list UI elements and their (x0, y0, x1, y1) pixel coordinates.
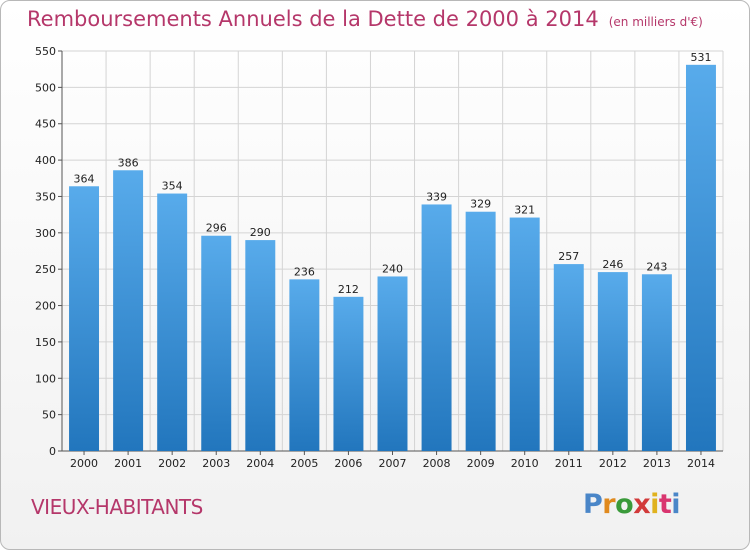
bar (509, 217, 540, 451)
x-tick-label: 2003 (202, 457, 230, 470)
data-label: 236 (294, 265, 315, 278)
x-tick-label: 2010 (511, 457, 539, 470)
proxiti-logo: Proxiti (583, 489, 681, 520)
data-label: 321 (514, 204, 535, 217)
y-tick-label: 550 (35, 45, 56, 58)
y-tick-label: 50 (42, 409, 56, 422)
data-label: 339 (426, 190, 447, 203)
bar (201, 235, 232, 451)
labels: 364 2000 386 2001 354 2002 296 2003 290 2004 236 20… (70, 51, 715, 470)
x-tick-label: 2006 (334, 457, 362, 470)
x-tick-label: 2009 (467, 457, 495, 470)
bar (289, 279, 320, 451)
data-label: 531 (690, 51, 711, 64)
y-tick-label: 150 (35, 336, 56, 349)
logo-letter: i (650, 489, 659, 520)
logo-letter: x (633, 489, 651, 520)
data-label: 364 (74, 172, 95, 185)
bar (333, 296, 364, 451)
data-label: 243 (646, 260, 667, 273)
data-label: 354 (162, 180, 183, 193)
x-tick-label: 2012 (599, 457, 627, 470)
logo-letter: i (671, 489, 681, 520)
x-tick-label: 2014 (687, 457, 715, 470)
bar (377, 276, 408, 451)
bar (465, 211, 496, 451)
y-tick-label: 450 (35, 118, 56, 131)
bar (685, 64, 716, 451)
y-tick-label: 100 (35, 372, 56, 385)
bars (69, 64, 716, 452)
bar (69, 186, 100, 452)
bar (157, 193, 188, 451)
y-tick-label: 250 (35, 263, 56, 276)
logo-letter: t (658, 489, 672, 520)
x-tick-label: 2000 (70, 457, 98, 470)
y-tick-label: 500 (35, 81, 56, 94)
chart-title-main: Remboursements Annuels de la Dette de 20… (27, 7, 599, 31)
y-tick-label: 400 (35, 154, 56, 167)
commune-name: VIEUX-HABITANTS (31, 495, 203, 519)
y-tick-label: 350 (35, 190, 56, 203)
x-tick-label: 2011 (555, 457, 583, 470)
x-tick-label: 2004 (246, 457, 274, 470)
y-tick-label: 300 (35, 227, 56, 240)
data-label: 246 (602, 258, 623, 271)
y-tick-label: 0 (49, 445, 56, 458)
data-label: 329 (470, 198, 491, 211)
y-tick-label: 200 (35, 300, 56, 313)
logo-letter: o (615, 489, 634, 520)
bar (245, 240, 276, 451)
x-tick-label: 2002 (158, 457, 186, 470)
data-label: 386 (118, 156, 139, 169)
data-label: 257 (558, 250, 579, 263)
chart-subtitle: (en milliers d'€) (608, 15, 703, 29)
data-label: 240 (382, 262, 403, 275)
bar (553, 264, 584, 451)
data-label: 290 (250, 226, 271, 239)
logo-letter: P (583, 489, 603, 520)
x-tick-label: 2005 (290, 457, 318, 470)
x-tick-label: 2008 (423, 457, 451, 470)
chart-title: Remboursements Annuels de la Dette de 20… (27, 7, 703, 31)
data-label: 212 (338, 283, 359, 296)
logo-letter: r (602, 489, 616, 520)
bar (113, 170, 144, 452)
bar (597, 272, 628, 451)
x-tick-label: 2007 (379, 457, 407, 470)
x-tick-label: 2001 (114, 457, 142, 470)
data-label: 296 (206, 222, 227, 235)
bar (421, 204, 452, 451)
x-tick-label: 2013 (643, 457, 671, 470)
bar (641, 274, 672, 451)
